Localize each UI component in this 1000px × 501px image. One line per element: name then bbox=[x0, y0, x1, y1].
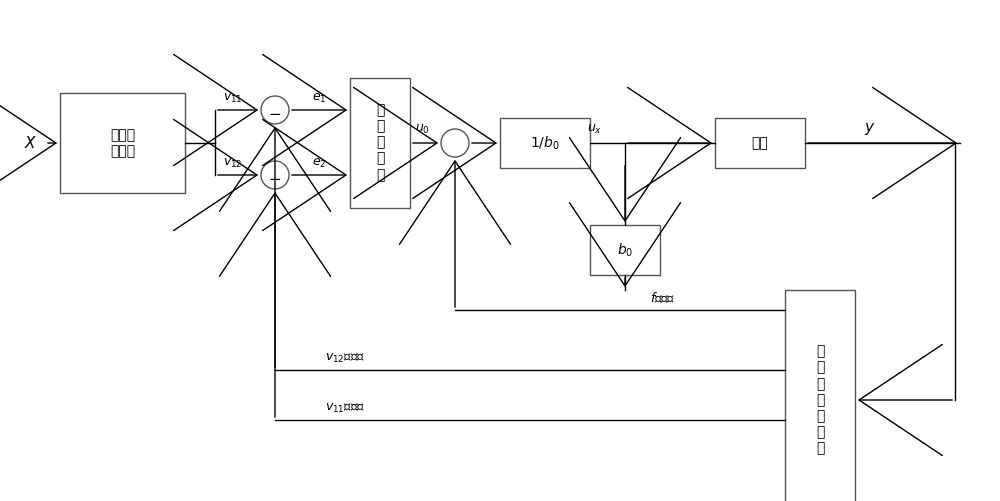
Text: 扩
张
状
态
观
测
器: 扩 张 状 态 观 测 器 bbox=[816, 344, 824, 455]
Bar bbox=[350, 78, 410, 207]
Circle shape bbox=[441, 129, 469, 157]
Text: $e_1$: $e_1$ bbox=[312, 92, 327, 105]
Bar bbox=[60, 93, 185, 193]
Bar bbox=[590, 225, 660, 275]
Text: $f$观测值: $f$观测值 bbox=[650, 291, 675, 305]
Text: 安排过
渡过程: 安排过 渡过程 bbox=[110, 128, 135, 158]
Text: $v_{12}$观测值: $v_{12}$观测值 bbox=[325, 351, 365, 365]
Text: $v_{11}$: $v_{11}$ bbox=[223, 92, 243, 105]
Text: X: X bbox=[25, 135, 35, 150]
Text: $e_2$: $e_2$ bbox=[312, 156, 327, 169]
Text: $v_{11}$观测值: $v_{11}$观测值 bbox=[325, 401, 365, 414]
Text: $b_0$: $b_0$ bbox=[617, 241, 633, 259]
Text: $u_0$: $u_0$ bbox=[415, 122, 429, 136]
Text: $u_x$: $u_x$ bbox=[587, 122, 603, 136]
Text: −: − bbox=[269, 107, 281, 122]
Bar bbox=[785, 290, 855, 501]
Text: 非
线
性
组
合: 非 线 性 组 合 bbox=[376, 103, 384, 182]
Text: $y$: $y$ bbox=[864, 121, 876, 137]
Text: $1/b_0$: $1/b_0$ bbox=[530, 134, 560, 152]
Bar bbox=[500, 118, 590, 168]
Text: $v_{12}$: $v_{12}$ bbox=[223, 156, 243, 169]
Text: 对象: 对象 bbox=[752, 136, 768, 150]
Text: −: − bbox=[269, 171, 281, 186]
Bar bbox=[715, 118, 805, 168]
Circle shape bbox=[261, 96, 289, 124]
Circle shape bbox=[261, 161, 289, 189]
